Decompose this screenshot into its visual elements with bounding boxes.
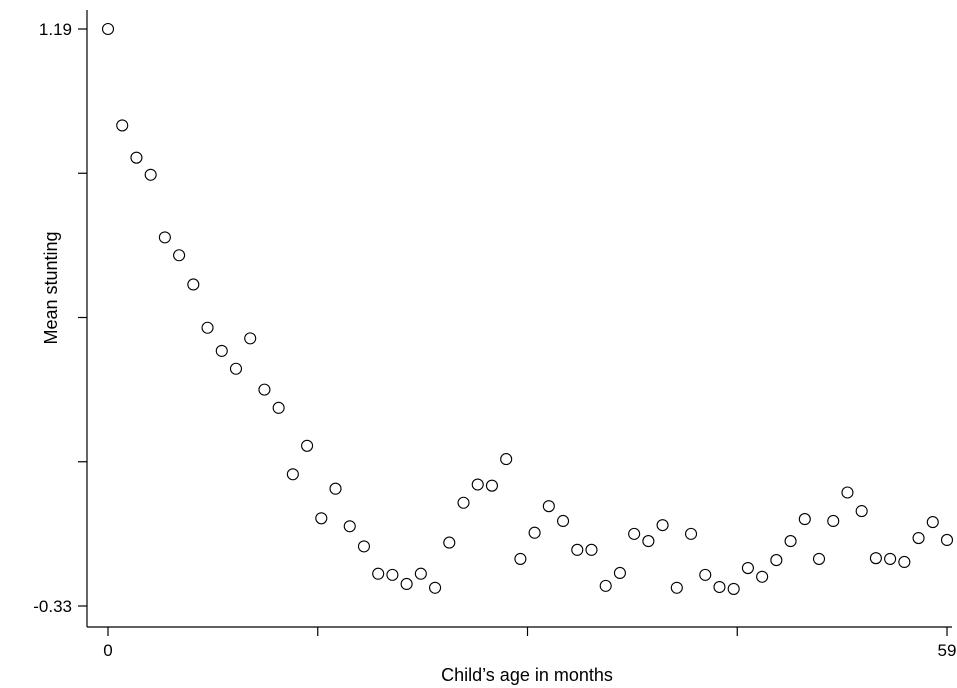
data-point xyxy=(215,344,228,357)
data-point xyxy=(144,168,157,181)
axes xyxy=(86,10,952,628)
data-point xyxy=(585,543,598,556)
y-tick-label: 1.19 xyxy=(39,20,72,39)
data-point xyxy=(528,526,541,539)
data-point xyxy=(343,520,356,533)
data-point xyxy=(898,555,911,569)
data-point xyxy=(116,119,129,132)
data-point xyxy=(713,580,726,594)
data-point xyxy=(101,22,115,36)
data-point xyxy=(656,519,669,532)
data-point xyxy=(642,535,655,548)
data-point xyxy=(841,486,854,499)
data-point xyxy=(386,568,399,581)
data-point xyxy=(443,536,456,549)
data-point xyxy=(187,278,200,291)
data-point xyxy=(855,505,868,518)
data-point xyxy=(599,579,612,592)
data-point xyxy=(457,496,470,509)
data-point xyxy=(471,478,484,491)
x-tick-label: 0 xyxy=(103,641,112,660)
x-axis-title: Child’s age in months xyxy=(441,665,613,685)
data-point xyxy=(500,453,513,466)
data-point xyxy=(784,535,797,548)
data-point xyxy=(514,552,527,565)
data-point xyxy=(571,543,584,556)
data-point xyxy=(542,500,555,513)
data-point xyxy=(628,527,641,540)
data-point xyxy=(485,479,498,492)
data-point xyxy=(812,552,826,565)
data-point xyxy=(798,513,811,526)
data-point xyxy=(286,468,299,481)
data-point xyxy=(429,581,442,594)
data-point xyxy=(557,514,570,528)
data-point xyxy=(741,561,754,575)
data-point xyxy=(229,362,243,375)
data-point xyxy=(684,527,698,540)
y-axis-title: Mean stunting xyxy=(41,231,61,344)
data-point xyxy=(357,540,371,553)
data-point xyxy=(756,570,769,583)
ticks xyxy=(78,28,948,636)
data-point xyxy=(699,568,712,581)
data-point xyxy=(244,332,257,345)
data-point xyxy=(926,516,939,529)
data-point xyxy=(613,566,626,580)
data-point xyxy=(884,552,897,565)
data-points xyxy=(101,22,954,595)
data-point xyxy=(670,581,683,594)
data-point xyxy=(400,577,413,591)
data-point xyxy=(912,532,925,545)
data-point xyxy=(173,249,186,262)
data-point xyxy=(940,533,954,546)
data-point xyxy=(827,514,840,528)
tick-labels: 1.19 -0.33 0 59 xyxy=(33,20,956,660)
data-point xyxy=(770,554,783,567)
data-point xyxy=(315,512,328,525)
data-point xyxy=(258,383,271,396)
data-point xyxy=(414,567,427,580)
data-point xyxy=(869,552,882,565)
data-point xyxy=(130,151,143,164)
data-point xyxy=(201,321,214,334)
y-tick-label: -0.33 xyxy=(33,597,72,616)
x-tick-label: 59 xyxy=(938,641,957,660)
data-point xyxy=(301,439,314,452)
data-point xyxy=(272,401,285,414)
data-point xyxy=(158,231,171,244)
data-point xyxy=(727,582,740,595)
data-point xyxy=(372,567,385,580)
data-point xyxy=(329,482,342,495)
